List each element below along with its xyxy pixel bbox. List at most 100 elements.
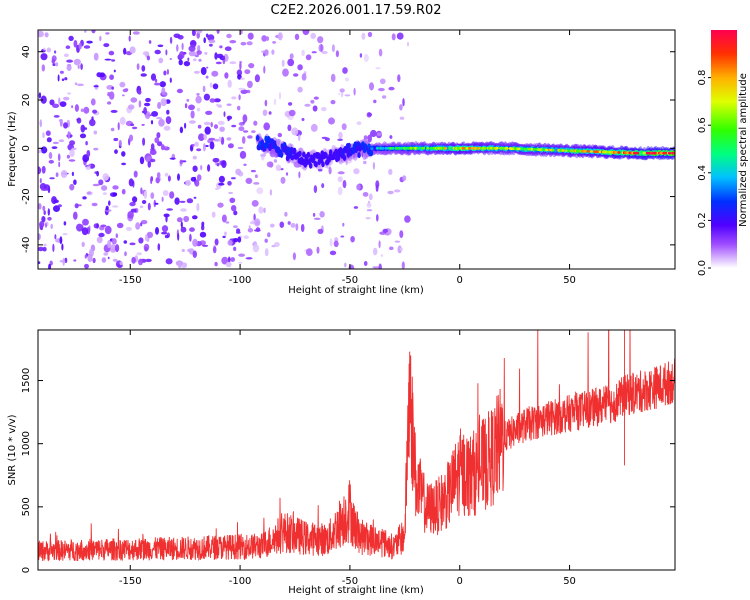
spectrogram-cell xyxy=(224,46,232,51)
spectrogram-cell xyxy=(389,135,393,139)
spectrogram-cell xyxy=(144,234,148,242)
spectrogram-cell xyxy=(112,192,118,196)
spectrogram-cell xyxy=(222,235,226,239)
spectrogram-cell xyxy=(83,127,88,130)
figure-title: C2E2.2026.001.17.59.R02 xyxy=(270,3,441,18)
spectrogram-cell xyxy=(58,139,65,143)
spectrogram-y-tick-label: -40 xyxy=(21,237,32,253)
spectrogram-cell xyxy=(41,165,46,174)
spectrogram-cell xyxy=(366,202,372,208)
spectrogram-cell xyxy=(231,124,237,128)
spectrogram-cell xyxy=(43,243,47,247)
spectrogram-cell xyxy=(196,148,202,152)
spectrogram-cell xyxy=(131,126,138,130)
spectrogram-cell xyxy=(147,202,151,211)
spectrogram-cell xyxy=(209,43,213,47)
spectrogram-cell xyxy=(193,196,197,199)
spectrogram-cell xyxy=(238,261,243,264)
spectrogram-cell xyxy=(302,151,306,158)
spectrogram-cell xyxy=(150,73,157,81)
spectrogram-cell xyxy=(263,207,266,213)
snr-y-tick-label: 0 xyxy=(21,567,32,573)
spectrogram-cell xyxy=(372,247,378,256)
spectrogram-cell xyxy=(104,225,112,235)
spectrogram-cell xyxy=(213,98,221,103)
spectrogram-cell xyxy=(271,245,276,248)
spectrogram-cell xyxy=(284,211,288,217)
spectrogram-cell xyxy=(176,44,179,52)
spectrogram-cell xyxy=(269,189,273,196)
spectrogram-cell xyxy=(353,168,360,175)
spectrogram-cell xyxy=(245,257,253,260)
snr-x-tick-label: 50 xyxy=(563,576,576,587)
spectrogram-cell xyxy=(258,206,264,214)
spectrogram-cell xyxy=(313,96,319,100)
spectrogram-cell xyxy=(245,177,253,184)
spectrogram-cell xyxy=(197,45,201,52)
spectrogram-cell xyxy=(267,232,271,238)
spectrogram-cell xyxy=(200,67,207,75)
spectrogram-cell xyxy=(60,170,68,178)
spectrogram-cell xyxy=(83,45,91,49)
spectrogram-cell xyxy=(205,75,209,79)
spectrogram-y-label: Frequency (Hz) xyxy=(7,111,18,187)
spectrogram-cell xyxy=(227,143,234,149)
spectrogram-cell xyxy=(366,209,373,212)
spectrogram-cell xyxy=(67,92,72,95)
spectrogram-cell xyxy=(157,243,161,251)
spectrogram-cell xyxy=(380,254,384,257)
spectrogram-cell xyxy=(80,108,84,113)
spectrogram-cell xyxy=(375,67,381,70)
spectrogram-cell xyxy=(119,116,126,125)
spectrogram-cell xyxy=(113,69,116,73)
spectrogram-cell xyxy=(280,176,286,184)
spectrogram-cell xyxy=(164,172,169,177)
spectrogram-cell xyxy=(353,206,359,209)
spectrogram-cell xyxy=(59,259,66,263)
spectrogram-cell xyxy=(123,47,127,55)
spectrogram-cell xyxy=(387,190,394,195)
spectrogram-cell xyxy=(177,262,182,269)
spectrogram-cell xyxy=(73,259,77,262)
spectrogram-cell xyxy=(188,104,195,111)
spectrogram-cell xyxy=(314,161,318,168)
spectrogram-cell xyxy=(247,80,253,89)
spectrogram-cell xyxy=(269,149,275,157)
spectrogram-cell xyxy=(51,58,56,64)
spectrogram-cell xyxy=(163,92,168,96)
spectrogram-cell xyxy=(246,41,253,46)
spectrogram-cell xyxy=(202,143,206,152)
spectrogram-cell xyxy=(617,151,621,154)
spectrogram-cell xyxy=(248,225,251,230)
spectrogram-cell xyxy=(130,208,137,213)
spectrogram-cell xyxy=(137,89,142,95)
spectrogram-cell xyxy=(356,121,362,126)
spectrogram-cell xyxy=(53,205,60,213)
spectrogram-cell xyxy=(145,258,152,263)
spectrogram-cell xyxy=(211,70,219,77)
spectrogram-cell xyxy=(353,87,356,96)
spectrogram-cell xyxy=(119,81,126,88)
spectrogram-cell xyxy=(91,202,98,207)
spectrogram-cell xyxy=(233,238,239,243)
spectrogram-y-tick-label: 0 xyxy=(21,145,32,151)
spectrogram-cell xyxy=(375,184,379,192)
spectrogram-cell xyxy=(381,95,387,99)
spectrogram-cell xyxy=(561,149,565,152)
spectrogram-cell xyxy=(179,51,185,59)
spectrogram-cell xyxy=(154,137,160,144)
spectrogram-cell xyxy=(121,188,126,195)
spectrogram-cell xyxy=(632,151,637,155)
spectrogram-cell xyxy=(255,135,260,141)
spectrogram-cell xyxy=(277,32,283,41)
colorbar-tick-label: 0.0 xyxy=(697,260,708,276)
spectrogram-cell xyxy=(173,33,181,39)
spectrogram-cell xyxy=(365,217,371,220)
spectrogram-cell xyxy=(177,173,180,181)
spectrogram-cell xyxy=(564,149,568,153)
spectrogram-cell xyxy=(93,147,99,151)
spectrogram-cell xyxy=(191,30,196,37)
spectrogram-cell xyxy=(196,203,200,212)
spectrogram-cell xyxy=(110,127,115,132)
spectrogram-cell xyxy=(663,151,667,155)
